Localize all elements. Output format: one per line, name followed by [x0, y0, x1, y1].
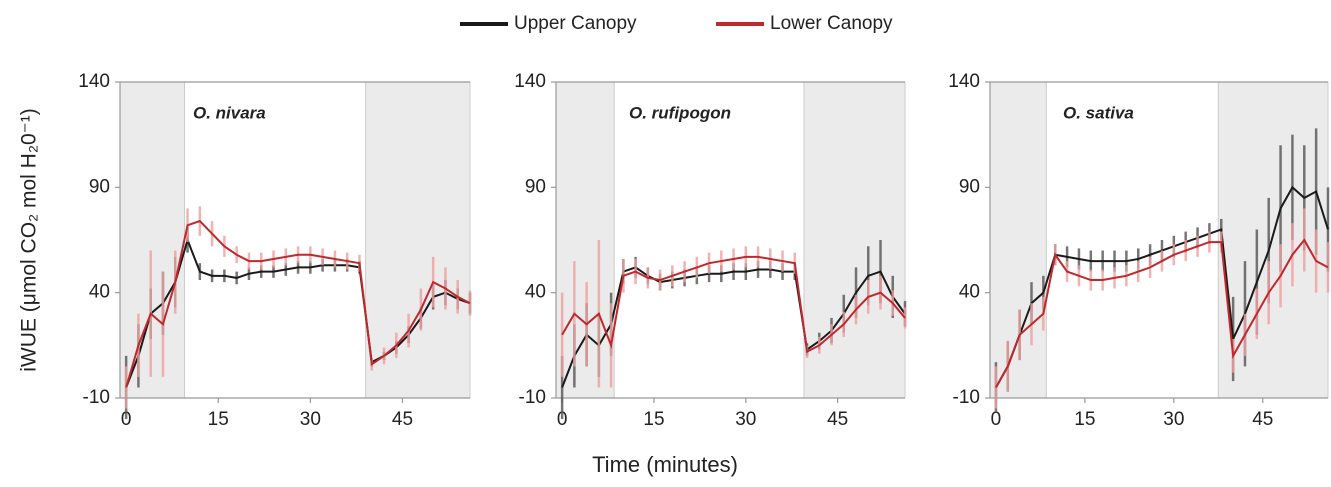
x-tick-label: 30 — [735, 409, 756, 430]
panel-title: O. nivara — [193, 103, 266, 122]
series-line — [995, 238, 1329, 388]
x-tick-label: 0 — [991, 409, 1002, 430]
y-tick-label: 40 — [959, 282, 980, 303]
x-axis-label: Time (minutes) — [592, 452, 738, 477]
y-tick-label: 40 — [525, 282, 546, 303]
x-tick-label: 15 — [208, 409, 229, 430]
series-line — [125, 219, 471, 388]
y-tick-label: 140 — [78, 71, 110, 92]
y-tick-label: -10 — [83, 387, 110, 408]
legend-label: Lower Canopy — [770, 13, 893, 34]
x-tick-label: 0 — [121, 409, 132, 430]
x-tick-label: 30 — [300, 409, 321, 430]
x-tick-label: 45 — [1252, 409, 1273, 430]
y-tick-label: 40 — [89, 282, 110, 303]
series-line — [561, 255, 906, 354]
shaded-region — [1217, 81, 1329, 399]
x-tick-label: 45 — [827, 409, 848, 430]
y-tick-label: 140 — [514, 71, 546, 92]
legend-label: Upper Canopy — [514, 13, 637, 34]
shaded-region — [365, 81, 471, 399]
y-tick-label: 140 — [948, 71, 980, 92]
shaded-region — [119, 81, 185, 399]
y-tick-label: -10 — [519, 387, 546, 408]
y-axis-label: iWUE (μmol CO₂ mol H₂0⁻¹) — [18, 108, 41, 371]
series-line — [995, 185, 1329, 388]
panel-title: O. rufipogon — [629, 103, 731, 122]
x-tick-label: 0 — [557, 409, 568, 430]
x-tick-label: 45 — [392, 409, 413, 430]
y-tick-label: 90 — [89, 176, 110, 197]
y-tick-label: 90 — [525, 176, 546, 197]
y-tick-label: 90 — [959, 176, 980, 197]
x-tick-label: 15 — [643, 409, 664, 430]
shaded-region — [555, 81, 615, 399]
y-tick-label: -10 — [953, 387, 980, 408]
series-line — [125, 236, 471, 388]
series-line — [561, 266, 906, 388]
panel-title: O. sativa — [1063, 103, 1134, 122]
shaded-region — [989, 81, 1047, 399]
x-tick-label: 30 — [1163, 409, 1184, 430]
x-tick-label: 15 — [1074, 409, 1095, 430]
